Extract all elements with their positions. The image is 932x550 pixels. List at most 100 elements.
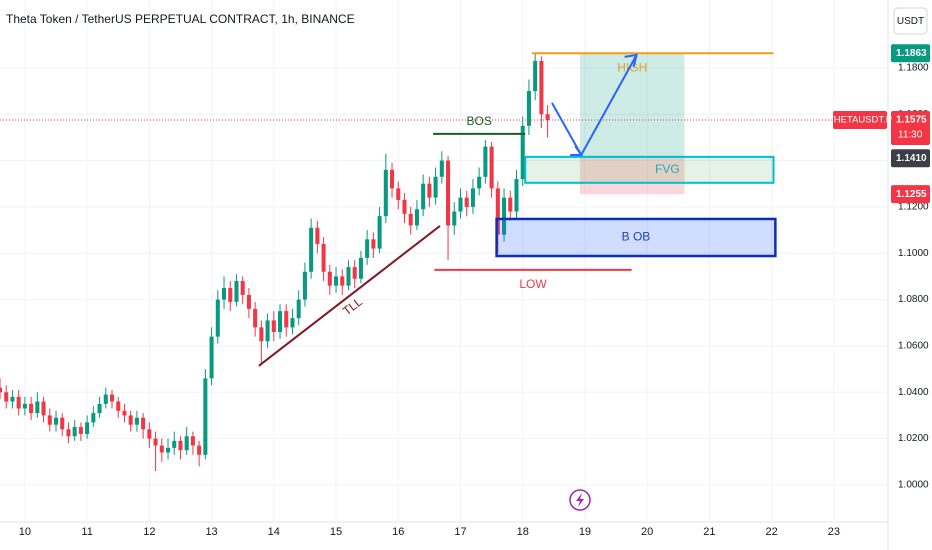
y-tick-label: 1.1800 <box>898 63 929 74</box>
candle-body <box>483 146 488 177</box>
candle-body <box>533 60 538 92</box>
candle-body <box>72 427 77 437</box>
candle-body <box>165 447 171 453</box>
price-badge-label: 1.1575 <box>896 115 927 126</box>
candle-body <box>514 179 519 212</box>
low-label: LOW <box>519 277 547 291</box>
candle-body <box>390 169 395 189</box>
chart-title: Theta Token / TetherUS PERPETUAL CONTRAC… <box>6 12 355 26</box>
tll-line <box>258 225 441 367</box>
candle-body <box>128 415 133 425</box>
price-badge <box>891 111 930 146</box>
candle-body <box>60 417 65 430</box>
price-badge <box>891 185 930 204</box>
candle-body <box>122 410 127 416</box>
currency-button[interactable] <box>893 7 928 35</box>
x-tick-label: 12 <box>143 526 155 538</box>
candle-body <box>371 239 376 249</box>
x-tick-label: 22 <box>766 526 778 538</box>
candle-body <box>10 396 15 402</box>
x-tick-label: 20 <box>641 526 653 538</box>
candle-body <box>278 311 283 333</box>
x-tick-label: 21 <box>703 526 715 538</box>
target-box <box>579 53 685 159</box>
candle-body <box>190 436 195 446</box>
y-tick-label: 1.0600 <box>898 341 929 352</box>
y-tick-label: 1.0800 <box>898 294 929 305</box>
candle-body <box>246 294 251 309</box>
x-tick-label: 10 <box>19 526 31 538</box>
candle-body <box>396 188 401 200</box>
candle-body <box>178 440 183 451</box>
candle-body <box>539 60 544 115</box>
candle-body <box>296 299 301 319</box>
candle-body <box>284 311 289 328</box>
candle-body <box>545 114 550 121</box>
candle-body <box>91 413 96 423</box>
candle-body <box>470 188 475 207</box>
candle-body <box>365 239 370 258</box>
fvg-box <box>524 155 775 184</box>
candle-body <box>340 276 345 286</box>
candle-body <box>259 327 264 342</box>
candle-body <box>427 183 432 198</box>
candle-body <box>526 91 531 126</box>
candle-body <box>97 403 102 414</box>
candle-body <box>4 392 9 402</box>
candle-body <box>271 320 276 333</box>
axes: 1.0000 1.0200 1.0400 1.0600 1.0800 1.1000 1.12… <box>19 44 930 538</box>
price-badge-label: 1.1410 <box>896 153 927 164</box>
x-tick-label: 15 <box>330 526 342 538</box>
candle-body <box>327 271 332 286</box>
candle-body <box>22 403 27 409</box>
candle-body <box>520 125 525 180</box>
candle-body <box>408 213 413 226</box>
symbol-label: THETAUSDT.P <box>828 115 892 126</box>
x-tick-label: 19 <box>579 526 591 538</box>
event-bolt <box>576 493 584 507</box>
candle-body <box>265 320 270 342</box>
candle-body <box>53 417 59 425</box>
fvg-label: FVG <box>655 162 680 176</box>
candle-body <box>184 436 189 451</box>
candle-body <box>421 183 426 210</box>
x-tick-label: 13 <box>205 526 217 538</box>
candle-body <box>315 227 320 244</box>
candle-body <box>377 216 382 249</box>
candle-body <box>215 299 220 337</box>
candle-body <box>159 445 164 453</box>
candle-body <box>508 197 513 212</box>
candle-body <box>47 415 52 425</box>
candle-body <box>309 227 314 272</box>
candle-body <box>477 176 482 189</box>
candle-body <box>334 276 339 286</box>
x-tick-label: 23 <box>828 526 840 538</box>
candle-body <box>16 396 21 409</box>
candle-body <box>489 146 494 189</box>
price-badge <box>891 44 930 63</box>
candle-body <box>116 401 121 411</box>
price-badge-label: 1.1863 <box>896 48 927 59</box>
y-tick-label: 1.1000 <box>898 248 929 259</box>
candle-body <box>290 318 295 328</box>
x-tick-label: 16 <box>392 526 404 538</box>
candle-body <box>352 267 357 279</box>
candle-body <box>197 445 202 455</box>
candle-body <box>0 387 3 393</box>
price-badge-label: 1.1255 <box>896 189 927 200</box>
y-tick-label: 1.1200 <box>898 202 929 213</box>
candles <box>0 53 888 472</box>
y-tick-label: 1.0400 <box>898 387 929 398</box>
candle-body <box>253 308 258 328</box>
candle-body <box>78 427 83 434</box>
currency[interactable]: USDT <box>897 16 924 27</box>
candle-body <box>103 394 108 404</box>
candle-body <box>383 169 388 217</box>
candle-body <box>35 401 40 414</box>
candle-body <box>153 438 158 446</box>
candle-body <box>134 417 139 425</box>
candle-body <box>109 394 115 402</box>
